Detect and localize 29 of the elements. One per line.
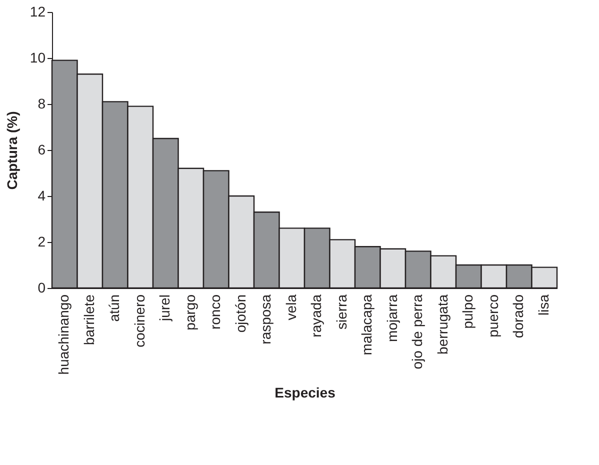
y-tick-label: 6 (38, 142, 46, 158)
y-tick-label: 8 (38, 96, 46, 112)
x-tick-label: sierra (333, 294, 350, 330)
x-tick-label: berrugata (434, 294, 450, 354)
y-tick-label: 0 (38, 280, 46, 296)
x-tick-label: mojarra (384, 294, 400, 342)
x-tick-label: ojotón (232, 294, 248, 333)
x-tick-label: cocinero (131, 294, 148, 348)
x-tick-label: barrilete (80, 294, 97, 346)
x-tick-label: dorado (510, 294, 526, 338)
y-tick-label: 12 (30, 4, 46, 20)
x-tick-label: rasposa (258, 294, 274, 344)
y-axis-title: Captura (%) (4, 111, 20, 190)
x-tick-label: ojo de perra (409, 294, 426, 370)
x-tick-label: jurel (156, 294, 173, 322)
y-tick-label: 10 (30, 50, 46, 66)
x-tick-label: huachinango (56, 294, 72, 375)
x-tick-label: lisa (535, 294, 552, 316)
y-tick-label: 4 (38, 188, 46, 204)
x-tick-label: atún (106, 294, 122, 322)
y-tick-label: 2 (38, 234, 46, 250)
x-axis-title: Especies (274, 384, 336, 401)
x-tick-label: vela (282, 294, 299, 320)
x-tick-label: malacapa (358, 294, 375, 356)
x-tick-label: ronco (207, 294, 224, 330)
x-tick-label: pulpo (460, 294, 476, 329)
x-tick-label: pargo (182, 294, 198, 330)
x-tick-label: puerco (484, 294, 501, 338)
x-tick-label: rayada (308, 294, 324, 338)
